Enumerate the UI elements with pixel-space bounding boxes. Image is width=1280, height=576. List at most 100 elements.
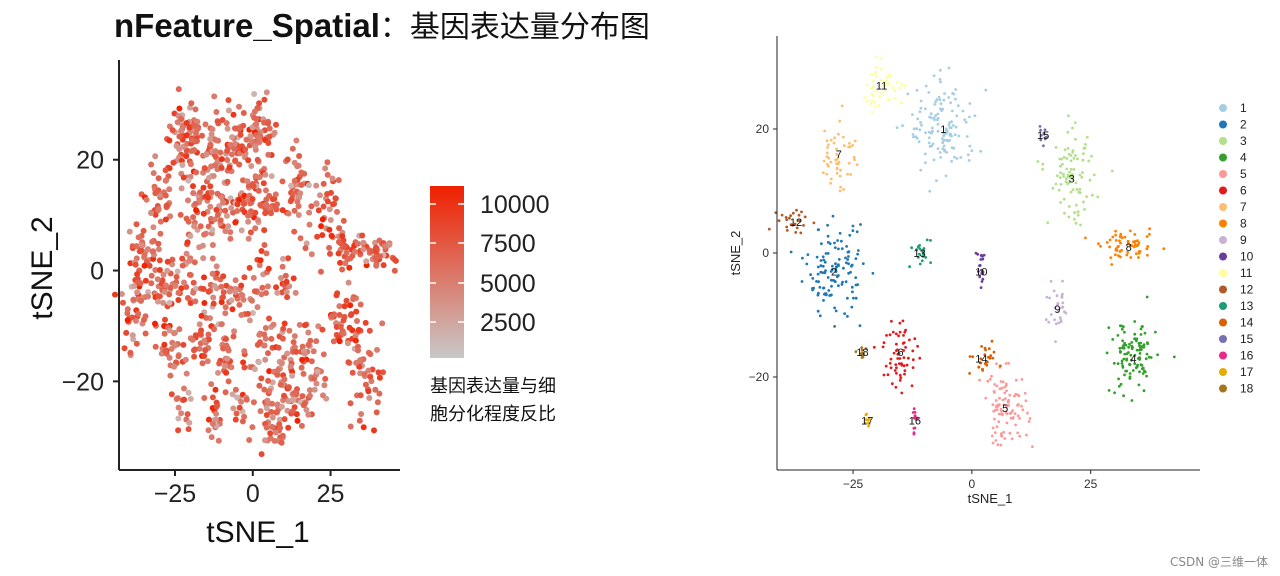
cluster-8-point xyxy=(1120,236,1124,240)
cluster-4-point xyxy=(1156,353,1159,357)
cluster-9-point xyxy=(1055,294,1059,298)
left-point xyxy=(365,388,372,395)
left-point xyxy=(186,257,193,264)
left-point xyxy=(222,304,229,311)
cluster-5-point xyxy=(1016,393,1020,397)
left-point xyxy=(155,240,162,247)
cluster-6-point xyxy=(903,372,906,376)
cluster-3-point xyxy=(1080,175,1084,179)
cluster-5-point xyxy=(1020,378,1024,381)
left-point xyxy=(232,219,239,226)
left-point xyxy=(322,375,329,382)
left-point xyxy=(208,131,215,138)
cluster-4-point xyxy=(1121,339,1124,343)
cluster-1-point xyxy=(965,135,969,138)
cluster-4-point xyxy=(1145,352,1149,356)
left-point xyxy=(223,120,230,127)
left-point xyxy=(373,260,380,267)
cluster-11-point xyxy=(874,65,878,69)
cluster-5-point xyxy=(1003,391,1007,395)
cluster-1-point xyxy=(934,114,937,118)
cluster-4-point xyxy=(1121,366,1125,369)
left-point xyxy=(175,415,182,422)
left-point xyxy=(339,266,346,273)
left-point xyxy=(181,279,187,286)
legend-swatch-6 xyxy=(1219,186,1227,195)
cluster-5-point xyxy=(1007,361,1010,365)
cluster-1-point xyxy=(936,129,940,133)
cluster-1-point xyxy=(937,95,941,99)
cluster-11-point xyxy=(865,83,868,87)
left-point xyxy=(279,432,286,439)
legend-swatch-13 xyxy=(1219,302,1227,310)
left-point xyxy=(268,335,275,342)
left-point xyxy=(372,255,379,262)
legend-label-2: 2 xyxy=(1240,118,1247,132)
left-point xyxy=(171,363,178,370)
cluster-2-point xyxy=(823,271,827,275)
left-point xyxy=(239,292,246,299)
left-points xyxy=(112,86,399,458)
left-point xyxy=(174,395,181,402)
cluster-5-point xyxy=(994,439,998,442)
left-point xyxy=(162,316,168,323)
left-point xyxy=(292,289,299,296)
cluster-3-point xyxy=(1069,159,1073,163)
cluster-11-point xyxy=(865,99,869,103)
left-point xyxy=(227,229,234,236)
left-point xyxy=(191,147,198,153)
left-point xyxy=(241,200,248,207)
cluster-1-point xyxy=(901,124,904,128)
left-point xyxy=(167,213,174,220)
cluster-2-point xyxy=(850,285,854,289)
cluster-5-point xyxy=(1007,398,1011,402)
left-point xyxy=(341,303,348,310)
cluster-1-point xyxy=(930,131,933,135)
cluster-3-point xyxy=(1069,174,1073,177)
left-point xyxy=(241,364,248,371)
left-point xyxy=(264,283,271,290)
legend-swatch-16 xyxy=(1219,351,1227,360)
left-point xyxy=(353,359,360,366)
cluster-2-point xyxy=(856,283,860,286)
cluster-8-point xyxy=(1136,243,1140,247)
left-point xyxy=(290,339,297,346)
cluster-1-point xyxy=(932,158,936,162)
left-point xyxy=(272,429,279,436)
left-point xyxy=(282,272,289,279)
left-point xyxy=(224,157,231,163)
left-point xyxy=(379,320,386,327)
legend-label-9: 9 xyxy=(1240,233,1247,247)
cluster-5-point xyxy=(997,412,1001,416)
right-x-tick-label: −25 xyxy=(843,477,864,491)
left-point xyxy=(261,96,268,103)
cluster-4-point xyxy=(1138,344,1141,348)
left-point xyxy=(391,267,398,274)
left-point xyxy=(166,299,173,306)
left-point xyxy=(200,210,207,217)
cluster-11-point xyxy=(884,79,888,82)
cluster-2-point xyxy=(826,240,830,244)
cluster-6-point xyxy=(898,357,902,360)
cluster-4-point xyxy=(1124,369,1128,373)
left-point xyxy=(300,370,307,377)
left-point xyxy=(157,218,164,225)
cluster-5-point xyxy=(1025,433,1028,437)
left-point xyxy=(201,353,208,359)
left-point xyxy=(310,348,317,355)
cluster-4-point xyxy=(1137,383,1141,387)
cluster-2-point xyxy=(831,214,835,218)
cluster-2-point xyxy=(826,223,829,227)
cluster-label-3: 3 xyxy=(1069,174,1075,186)
left-point xyxy=(163,177,170,184)
left-point xyxy=(245,212,251,219)
cluster-4-point xyxy=(1123,330,1126,334)
cluster-7-point xyxy=(851,144,855,147)
left-point xyxy=(352,332,359,339)
left-point xyxy=(167,372,174,379)
left-point xyxy=(295,212,302,218)
left-point xyxy=(226,288,233,295)
cluster-1-point xyxy=(919,168,923,172)
cluster-1-point xyxy=(947,96,951,99)
left-point xyxy=(274,201,280,208)
